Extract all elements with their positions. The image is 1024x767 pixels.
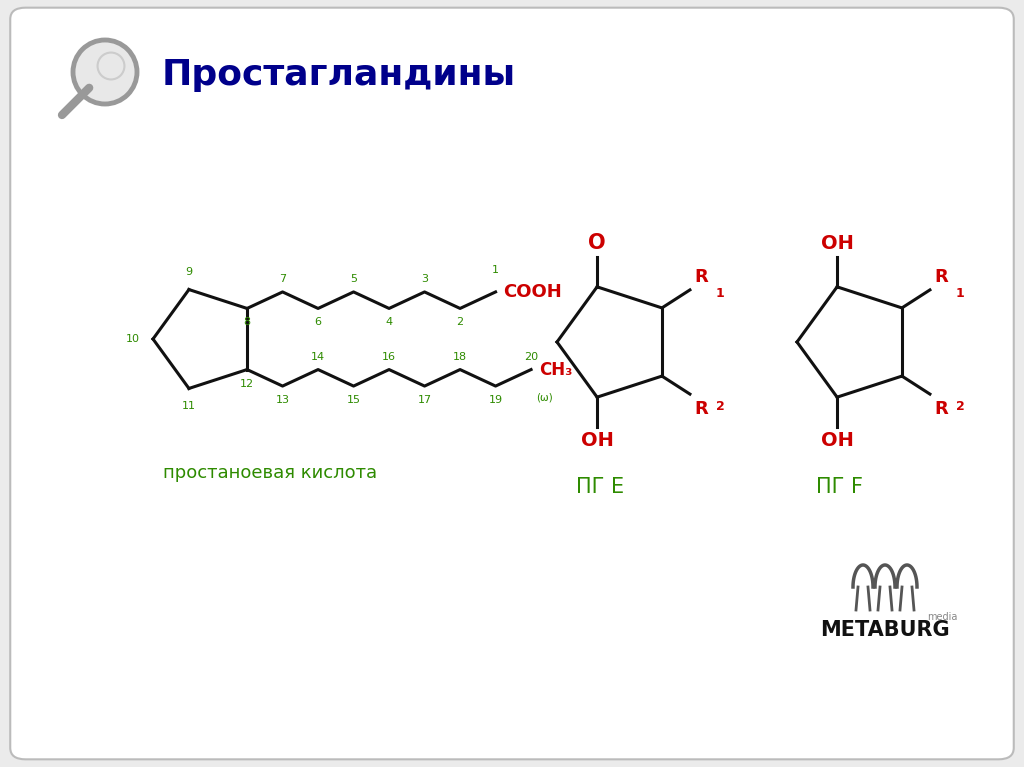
Text: 13: 13: [275, 395, 290, 405]
Text: R: R: [934, 268, 947, 286]
Text: 17: 17: [418, 395, 432, 405]
Text: 10: 10: [126, 334, 140, 344]
Text: METABURG: METABURG: [820, 620, 950, 640]
Text: 4: 4: [385, 318, 392, 328]
Text: OH: OH: [820, 431, 854, 450]
Circle shape: [73, 40, 137, 104]
Text: R: R: [694, 400, 708, 418]
Text: ПГ F: ПГ F: [816, 477, 863, 497]
Text: R: R: [694, 268, 708, 286]
Text: (ω): (ω): [537, 393, 553, 403]
Text: 9: 9: [185, 267, 193, 277]
Text: 19: 19: [488, 395, 503, 405]
Text: 2: 2: [716, 400, 725, 413]
Text: OH: OH: [820, 234, 854, 253]
Text: 14: 14: [311, 351, 326, 361]
Text: O: O: [588, 233, 606, 253]
Text: 1: 1: [956, 288, 965, 301]
Text: 1: 1: [493, 265, 499, 275]
Text: 1: 1: [716, 288, 725, 301]
Text: Простагландины: Простагландины: [162, 58, 516, 92]
Text: 7: 7: [279, 274, 286, 284]
Text: 12: 12: [240, 379, 254, 389]
Text: 20: 20: [524, 351, 539, 361]
Text: ПГ Е: ПГ Е: [575, 477, 624, 497]
Text: OH: OH: [581, 431, 613, 450]
Text: 3: 3: [421, 274, 428, 284]
Text: CH₃: CH₃: [539, 360, 572, 379]
Text: 5: 5: [350, 274, 357, 284]
Text: простаноевая кислота: простаноевая кислота: [163, 464, 377, 482]
Text: 6: 6: [314, 318, 322, 328]
Text: 16: 16: [382, 351, 396, 361]
Text: 11: 11: [182, 401, 196, 411]
Text: 2: 2: [956, 400, 965, 413]
Text: 18: 18: [453, 351, 467, 361]
Text: COOH: COOH: [504, 283, 562, 301]
Text: 8: 8: [244, 318, 251, 328]
Text: R: R: [934, 400, 947, 418]
Text: media: media: [927, 612, 957, 622]
Text: 15: 15: [346, 395, 360, 405]
Text: 2: 2: [457, 318, 464, 328]
